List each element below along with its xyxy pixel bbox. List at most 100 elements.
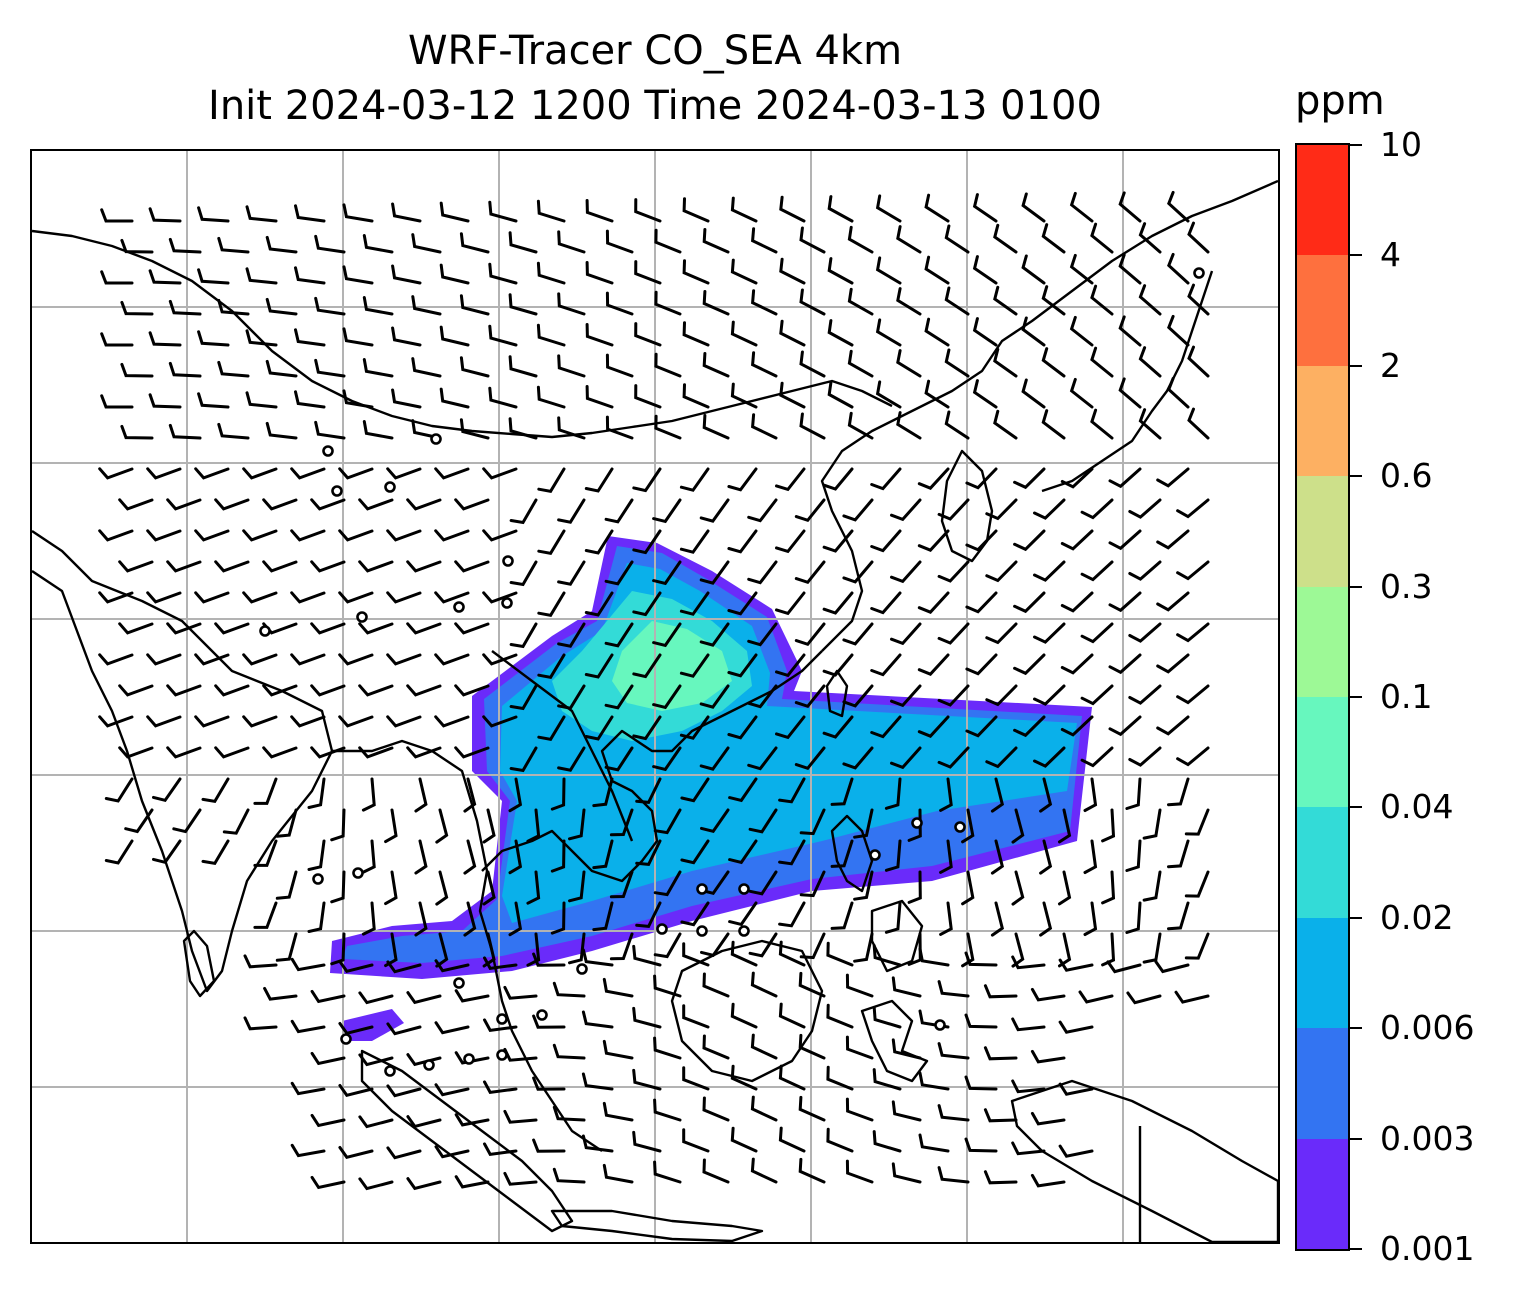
wind-barb bbox=[262, 560, 298, 573]
wind-barb bbox=[118, 498, 154, 511]
wind-barb bbox=[1128, 746, 1162, 767]
wind-barb bbox=[939, 777, 953, 812]
wind-barb bbox=[584, 591, 614, 617]
wind-barb bbox=[944, 348, 970, 378]
wind-barb bbox=[937, 746, 970, 769]
wind-barb bbox=[1030, 987, 1066, 1002]
wind-barb bbox=[434, 959, 470, 973]
wind-barb bbox=[924, 317, 950, 347]
wind-barb bbox=[338, 960, 374, 974]
wind-barb bbox=[482, 591, 518, 604]
wind-barb bbox=[482, 653, 518, 666]
wind-barb bbox=[679, 529, 710, 554]
wind-barb bbox=[557, 560, 586, 586]
wind-barb bbox=[584, 715, 614, 741]
wind-barb bbox=[1126, 991, 1162, 1005]
wind-barbs bbox=[98, 190, 1210, 1191]
wind-barb bbox=[826, 1065, 854, 1091]
wind-barb bbox=[1176, 560, 1210, 581]
wind-barb bbox=[890, 498, 922, 522]
wind-barb bbox=[654, 290, 682, 316]
wind-barb bbox=[592, 901, 614, 932]
wind-barb bbox=[585, 323, 614, 347]
wind-barb bbox=[1041, 285, 1066, 316]
wind-barb bbox=[1030, 1173, 1066, 1188]
wind-barb bbox=[290, 467, 326, 480]
coastline-china-north bbox=[32, 229, 893, 439]
map-panel[interactable] bbox=[30, 149, 1280, 1244]
wind-barb bbox=[779, 195, 806, 223]
wind-barb bbox=[294, 328, 326, 347]
wind-barb bbox=[875, 256, 902, 285]
wind-barb bbox=[652, 622, 682, 648]
colorbar-tick bbox=[1350, 1137, 1362, 1140]
wind-barb bbox=[853, 932, 874, 963]
wind-barb bbox=[682, 321, 710, 347]
wind-barb bbox=[148, 207, 182, 223]
wind-barb bbox=[552, 1105, 586, 1122]
wind-barb bbox=[406, 498, 442, 511]
wind-barb bbox=[964, 1075, 998, 1091]
wind-barb bbox=[406, 991, 442, 1005]
wind-barb bbox=[1118, 377, 1142, 409]
colorbar-tick-label: 0.006 bbox=[1380, 1008, 1475, 1048]
wind-barb bbox=[194, 715, 230, 728]
map-title-line1: WRF-Tracer CO_SEA 4km bbox=[407, 28, 903, 74]
wind-barb bbox=[775, 529, 806, 554]
wind-barb bbox=[872, 1006, 902, 1029]
wind-barb bbox=[937, 1042, 970, 1060]
wind-barb bbox=[605, 353, 634, 378]
wind-barb bbox=[1138, 284, 1162, 316]
wind-barb bbox=[1167, 777, 1190, 807]
calm-wind-marker bbox=[322, 445, 334, 457]
wind-barb bbox=[1090, 408, 1114, 440]
wind-barb bbox=[870, 653, 902, 677]
wind-barb bbox=[454, 1113, 490, 1127]
wind-barb bbox=[120, 238, 154, 254]
calm-wind-marker bbox=[340, 1033, 352, 1045]
wind-barb bbox=[798, 1095, 826, 1122]
wind-barb bbox=[581, 1134, 614, 1153]
colorbar-band bbox=[1297, 365, 1348, 477]
wind-barb bbox=[358, 560, 394, 573]
wind-barb bbox=[508, 293, 538, 316]
wind-barb bbox=[747, 622, 778, 647]
coastline-india bbox=[32, 530, 334, 993]
colorbar-tick bbox=[1350, 696, 1362, 698]
wind-barb bbox=[406, 684, 442, 697]
wind-barb bbox=[166, 684, 202, 697]
wind-barb bbox=[310, 746, 346, 759]
wind-barb bbox=[1033, 498, 1066, 520]
wind-barb bbox=[826, 1127, 854, 1153]
wind-barb bbox=[654, 352, 682, 378]
wind-barb bbox=[581, 1072, 614, 1091]
wind-barb bbox=[463, 839, 477, 875]
wind-barb bbox=[1187, 283, 1210, 316]
wind-barb bbox=[386, 529, 422, 542]
wind-barb bbox=[1058, 808, 1072, 844]
wind-barb bbox=[652, 746, 682, 772]
wind-barb bbox=[609, 808, 634, 837]
wind-barb bbox=[526, 808, 541, 843]
wind-barb bbox=[152, 839, 182, 865]
wind-barb bbox=[439, 325, 470, 347]
colorbar-tick bbox=[1350, 475, 1362, 478]
wind-barb bbox=[990, 839, 1005, 875]
wind-barb bbox=[537, 467, 566, 493]
wind-barb bbox=[847, 225, 874, 254]
wind-barb bbox=[1101, 870, 1116, 905]
wind-barb bbox=[201, 839, 230, 866]
wind-barb bbox=[961, 870, 975, 906]
calm-wind-marker bbox=[312, 873, 324, 885]
calm-wind-marker bbox=[656, 923, 668, 935]
wind-barb bbox=[592, 839, 614, 870]
wind-barb bbox=[1167, 190, 1190, 223]
map-title-line2: Init 2024-03-12 1200 Time 2024-03-13 010… bbox=[208, 83, 1102, 129]
colorbar-tick-label: 0.003 bbox=[1380, 1118, 1475, 1158]
colorbar-tick-label: 0.02 bbox=[1380, 897, 1454, 937]
wind-barb bbox=[98, 529, 134, 542]
wind-barb bbox=[632, 944, 662, 967]
wind-barb bbox=[799, 226, 826, 254]
wind-barb bbox=[217, 360, 250, 378]
wind-barb bbox=[775, 653, 806, 678]
